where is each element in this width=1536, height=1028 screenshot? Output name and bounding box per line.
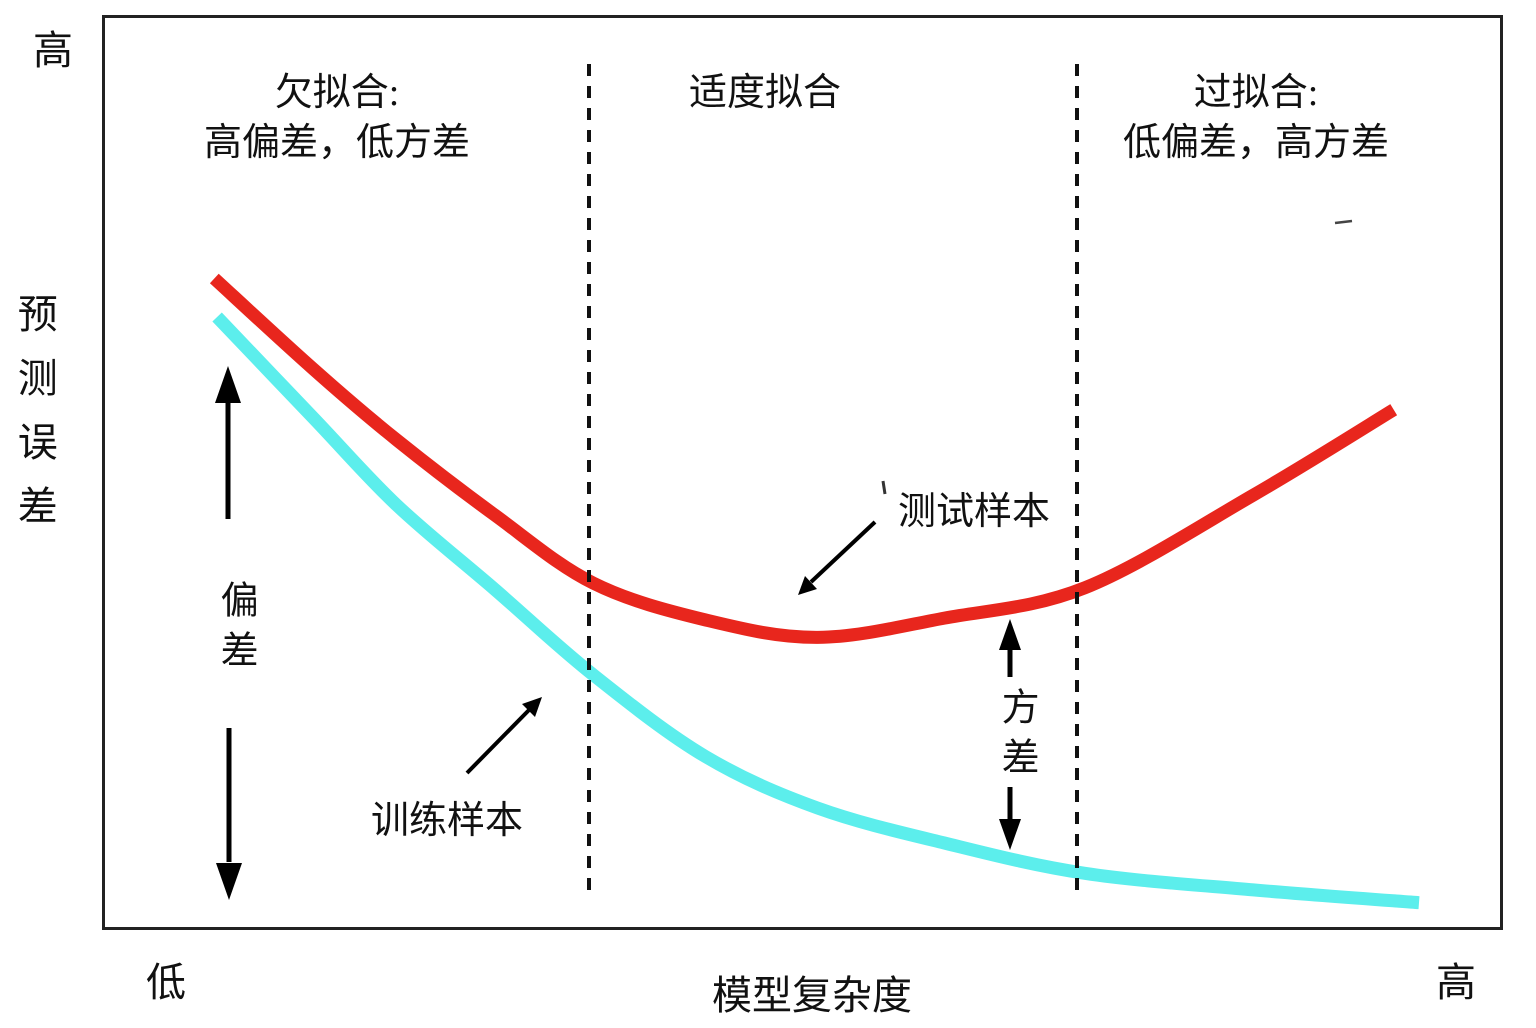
region-overfitting-line2: 低偏差，高方差 [1122, 122, 1389, 165]
y-axis-title: 预测误差 [11, 293, 57, 549]
region-overfitting-label: 过拟合: 低偏差，高方差 [1072, 68, 1440, 168]
bias-down-arrow [216, 728, 242, 900]
region-underfitting-line1: 欠拟合: [274, 72, 400, 114]
region-underfitting-label: 欠拟合: 高偏差，低方差 [152, 68, 522, 168]
test-sample-label: 测试样本 [898, 491, 1051, 533]
variance-down-arrow [999, 787, 1021, 850]
variance-label: 方差 [995, 687, 1038, 787]
plot-area [102, 15, 1503, 930]
stray-mark [881, 480, 887, 495]
region-goodfit-label: 适度拟合 [640, 68, 890, 118]
region-goodfit-line1: 适度拟合 [688, 72, 841, 114]
train-error-curve [212, 312, 1420, 910]
train-sample-label: 训练样本 [371, 800, 524, 842]
x-axis-low-label: 低 [146, 960, 186, 1005]
x-axis-high-label: 高 [1436, 960, 1476, 1005]
train-sample-arrow [465, 697, 542, 775]
y-axis-high-label: 高 [33, 28, 73, 73]
region-overfitting-line1: 过拟合: [1193, 72, 1319, 114]
stray-mark [1334, 219, 1353, 225]
test-sample-arrow [798, 520, 877, 595]
bias-label: 偏差 [214, 580, 257, 680]
region-underfitting-line2: 高偏差，低方差 [203, 122, 470, 165]
test-error-curve [209, 273, 1398, 644]
bias-up-arrow [215, 366, 241, 519]
variance-up-arrow [999, 619, 1021, 677]
x-axis-title: 模型复杂度 [712, 973, 912, 1018]
